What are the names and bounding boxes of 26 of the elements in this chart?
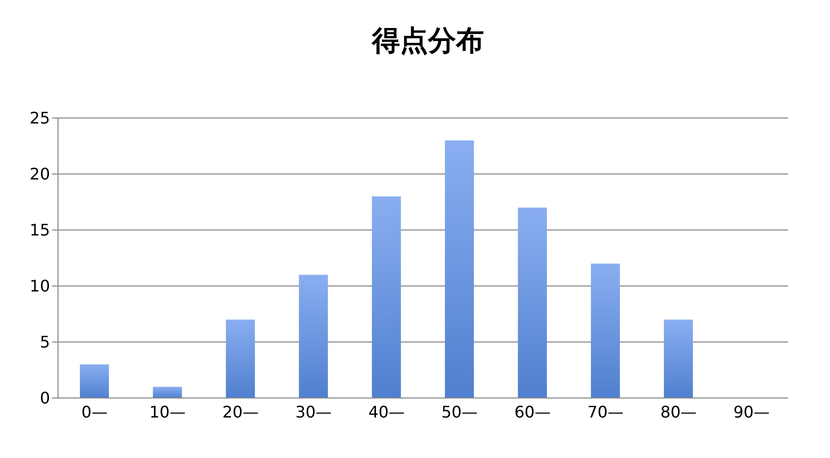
bar [226, 320, 255, 398]
bar [298, 274, 328, 398]
x-tick-label: 60— [514, 402, 551, 422]
chart-title: 得点分布 [371, 24, 484, 57]
y-tick-label: 0 [40, 388, 50, 408]
x-tick-label: 70— [587, 402, 624, 422]
y-tick-label: 20 [30, 164, 50, 184]
x-tick-label: 50— [441, 402, 478, 422]
y-tick-label: 10 [30, 276, 50, 296]
x-tick-label: 20— [222, 402, 259, 422]
x-tick-label: 80— [660, 402, 697, 422]
bar [80, 364, 109, 398]
y-tick-label: 25 [30, 108, 50, 128]
x-tick-label: 30— [295, 402, 332, 422]
x-tick-label: 0— [81, 402, 108, 422]
bar [664, 320, 693, 398]
bar [152, 386, 182, 398]
x-tick-label: 90— [733, 402, 770, 422]
bar [590, 264, 620, 398]
x-tick-label: 10— [149, 402, 186, 422]
y-tick-label: 5 [40, 332, 50, 352]
bar [444, 140, 474, 398]
bar [372, 196, 401, 398]
bar [518, 208, 547, 398]
y-tick-label: 15 [30, 220, 50, 240]
x-tick-label: 40— [368, 402, 405, 422]
